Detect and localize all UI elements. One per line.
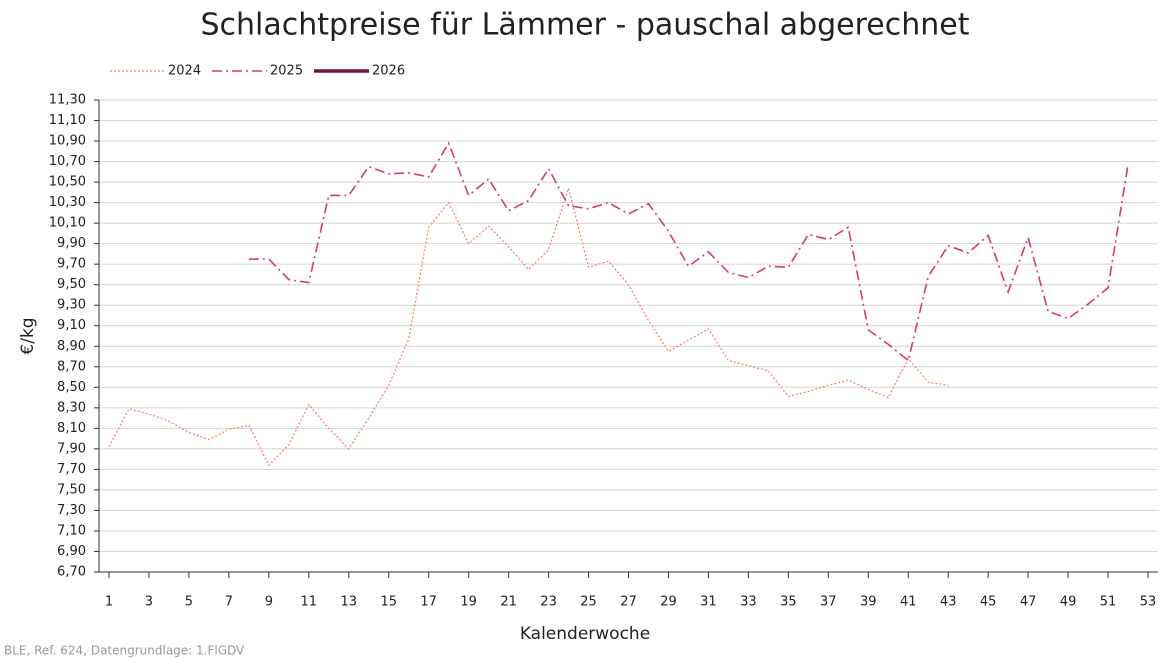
y-tick-label: 9,70	[57, 257, 86, 272]
y-tick-label: 8,30	[57, 400, 86, 415]
y-tick-label: 10,30	[49, 195, 86, 210]
y-tick-label: 9,30	[57, 298, 86, 313]
y-tick-label: 11,10	[49, 113, 86, 128]
x-tick-label: 31	[700, 595, 717, 610]
y-tick-label: 11,30	[49, 93, 86, 108]
y-tick-label: 9,90	[57, 236, 86, 251]
x-tick-label: 49	[1060, 595, 1077, 610]
x-tick-label: 13	[340, 595, 357, 610]
y-tick-label: 8,70	[57, 359, 86, 374]
y-tick-label: 9,50	[57, 277, 86, 292]
y-tick-label: 6,70	[57, 565, 86, 580]
x-tick-label: 17	[420, 595, 437, 610]
y-tick-label: 7,30	[57, 503, 86, 518]
x-tick-label: 29	[660, 595, 677, 610]
y-tick-label: 9,10	[57, 318, 86, 333]
source-note: BLE, Ref. 624, Datengrundlage: 1.FlGDV	[4, 644, 245, 658]
y-tick-label: 10,50	[49, 175, 86, 190]
x-tick-label: 3	[145, 595, 153, 610]
y-tick-label: 8,50	[57, 380, 86, 395]
x-tick-label: 7	[225, 595, 233, 610]
y-tick-label: 7,50	[57, 482, 86, 497]
x-tick-label: 51	[1100, 595, 1117, 610]
y-tick-label: 7,90	[57, 441, 86, 456]
chart-title: Schlachtpreise für Lämmer - pauschal abg…	[201, 8, 970, 43]
x-tick-label: 5	[185, 595, 193, 610]
x-tick-label: 43	[940, 595, 957, 610]
x-tick-label: 35	[780, 595, 797, 610]
series-line	[248, 141, 1129, 363]
x-tick-label: 1	[105, 595, 113, 610]
y-axis-title: €/kg	[18, 317, 38, 354]
x-tick-label: 9	[265, 595, 273, 610]
y-tick-label: 10,90	[49, 134, 86, 149]
series-line	[108, 185, 949, 467]
x-tick-label: 41	[900, 595, 917, 610]
x-tick-label: 33	[740, 595, 757, 610]
x-tick-label: 27	[620, 595, 637, 610]
x-tick-label: 23	[540, 595, 557, 610]
x-tick-label: 25	[580, 595, 597, 610]
x-tick-label: 15	[380, 595, 397, 610]
x-tick-label: 19	[460, 595, 477, 610]
y-tick-label: 8,90	[57, 339, 86, 354]
y-tick-label: 7,10	[57, 523, 86, 538]
y-tick-label: 10,10	[49, 216, 86, 231]
x-axis-title: Kalenderwoche	[520, 624, 650, 644]
y-tick-label: 8,10	[57, 421, 86, 436]
legend-label: 2026	[372, 64, 405, 79]
x-tick-label: 37	[820, 595, 837, 610]
x-tick-label: 39	[860, 595, 877, 610]
y-tick-label: 10,70	[49, 154, 86, 169]
x-tick-label: 45	[980, 595, 997, 610]
x-tick-label: 21	[500, 595, 517, 610]
y-tick-label: 6,90	[57, 544, 86, 559]
x-tick-label: 53	[1140, 595, 1157, 610]
x-tick-label: 11	[301, 595, 318, 610]
x-tick-label: 47	[1020, 595, 1037, 610]
legend-label: 2024	[168, 64, 201, 79]
y-tick-label: 7,70	[57, 462, 86, 477]
legend-label: 2025	[270, 64, 303, 79]
